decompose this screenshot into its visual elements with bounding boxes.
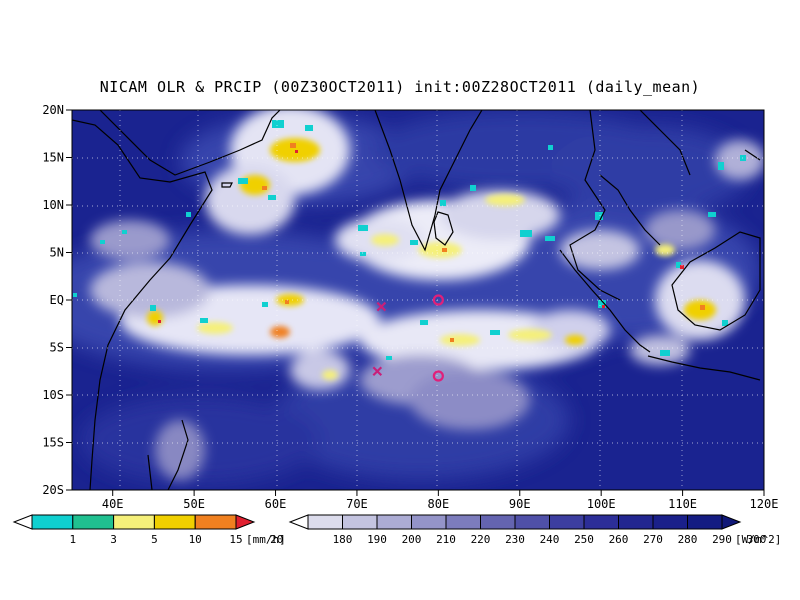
colorbar-upper-triangle (721, 514, 742, 530)
y-tick-label: 20S (42, 483, 64, 497)
x-tick-label: 120E (750, 497, 779, 511)
precip-colorbar: 1 3 5 10 15 20[mm/h] (12, 514, 286, 546)
olr-colorbar: 180 190 200 210 220 230 240 250 260 270 280 290 300[… (288, 514, 781, 546)
y-tick-label: 20N (42, 103, 64, 117)
x-tick-label: 50E (183, 497, 205, 511)
y-axis: 20N 15N 10N 5N EQ 5S 10S 15S 20S (42, 103, 72, 497)
colorbar-label: 280 (678, 533, 698, 546)
markers (372, 294, 444, 382)
colorbar-unit: [W/m^2] (735, 533, 781, 546)
colorbar-label: 260 (609, 533, 629, 546)
x-tick-label: 80E (428, 497, 450, 511)
colorbar-swatch (72, 514, 115, 530)
y-tick-label: 15N (42, 151, 64, 165)
x-tick-label: 60E (265, 497, 287, 511)
map-area (72, 110, 764, 490)
colorbar-label: 20 (270, 533, 283, 546)
colorbar-swatch (307, 514, 343, 530)
x-tick-label: 90E (509, 497, 531, 511)
x-tick-label: 70E (346, 497, 368, 511)
colorbar-label: 1 (69, 533, 76, 546)
colorbar-label: 5 (151, 533, 158, 546)
colorbar-label: 230 (505, 533, 525, 546)
colorbar-swatch (411, 514, 447, 530)
y-tick-label: 10S (42, 388, 64, 402)
y-tick-label: 5N (50, 246, 64, 260)
colorbar-label: 190 (367, 533, 387, 546)
colorbar-lower-triangle (12, 514, 33, 530)
colorbar-label: 3 (110, 533, 117, 546)
x-marker (376, 301, 387, 312)
y-tick-label: 10N (42, 198, 64, 212)
colorbar-swatch (113, 514, 155, 530)
colorbar-swatch (153, 514, 196, 530)
colorbar-swatch (618, 514, 654, 530)
colorbar-label: 290 (712, 533, 732, 546)
colorbar-swatch (480, 514, 516, 530)
colorbar-label: 220 (471, 533, 491, 546)
x-tick-label: 110E (668, 497, 697, 511)
colorbar-label: 210 (436, 533, 456, 546)
x-tick-label: 100E (587, 497, 616, 511)
colorbar-swatch (376, 514, 412, 530)
circle-marker (432, 294, 444, 306)
colorbar-swatch (583, 514, 619, 530)
y-tick-label: 5S (50, 341, 64, 355)
coastlines (72, 110, 761, 490)
colorbar-label: 10 (189, 533, 202, 546)
graticule (72, 110, 764, 490)
x-axis: 40E 50E 60E 70E 80E 90E 100E 110E 120E (102, 490, 779, 511)
colorbar-unit: [mm/h] (246, 533, 286, 546)
circle-marker (432, 370, 444, 382)
colorbar-label: 200 (402, 533, 422, 546)
colorbar-swatch (31, 514, 74, 530)
colorbar-label: 300 (747, 533, 767, 546)
colorbar-label: 270 (643, 533, 663, 546)
x-tick-label: 40E (102, 497, 124, 511)
colorbar-swatch (652, 514, 688, 530)
colorbar-label: 15 (229, 533, 242, 546)
x-marker (372, 366, 383, 377)
colorbar-swatch (445, 514, 481, 530)
colorbar-swatch (514, 514, 550, 530)
colorbar-upper-triangle (235, 514, 256, 530)
colorbar-label: 180 (333, 533, 353, 546)
colorbar-swatch (342, 514, 378, 530)
colorbar-swatch (549, 514, 585, 530)
colorbar-label: 240 (540, 533, 560, 546)
colorbar-swatch (194, 514, 237, 530)
y-tick-label: 15S (42, 436, 64, 450)
precip-field (73, 120, 746, 380)
colorbar-label: 250 (574, 533, 594, 546)
y-tick-label: EQ (50, 293, 64, 307)
colorbar-swatch (687, 514, 723, 530)
colorbar-lower-triangle (288, 514, 309, 530)
plot-title: NICAM OLR & PRCIP (00Z30OCT2011) init:00… (99, 78, 701, 96)
